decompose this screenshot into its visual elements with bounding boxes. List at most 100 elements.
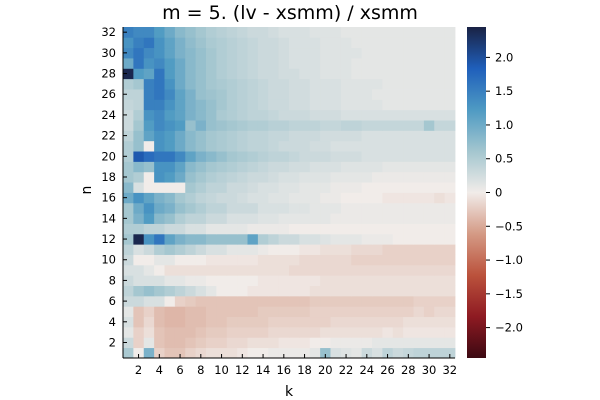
heatmap-cell	[434, 109, 446, 121]
heatmap-cell	[372, 47, 383, 59]
heatmap-cell	[123, 295, 134, 307]
heatmap-cell	[372, 337, 383, 349]
heatmap-cell	[330, 78, 342, 90]
heatmap-cell	[423, 161, 435, 173]
heatmap-cell	[216, 47, 228, 59]
heatmap-cell	[278, 233, 290, 245]
heatmap-cell	[278, 140, 290, 152]
heatmap-cell	[299, 68, 311, 80]
heatmap-cell	[195, 306, 207, 318]
heatmap-cell	[320, 223, 331, 235]
heatmap-cell	[444, 182, 456, 193]
heatmap-cell	[403, 58, 414, 69]
heatmap-cell	[216, 337, 228, 349]
heatmap-cell	[174, 213, 186, 224]
heatmap-cell	[413, 347, 425, 359]
heatmap-cell	[434, 171, 446, 183]
heatmap-cell	[123, 68, 134, 80]
heatmap-cell	[206, 264, 217, 276]
heatmap-cell	[206, 109, 217, 121]
heatmap-cell	[206, 140, 217, 152]
y-tick-label: 24	[101, 108, 116, 122]
heatmap-cell	[143, 275, 155, 286]
heatmap-cell	[143, 285, 155, 297]
heatmap-cell	[226, 130, 238, 142]
heatmap-cell	[226, 233, 238, 245]
heatmap-cell	[320, 58, 331, 69]
heatmap-cell	[382, 223, 394, 235]
heatmap-cell	[185, 275, 197, 286]
heatmap-cell	[247, 89, 259, 100]
heatmap-cell	[226, 89, 238, 100]
heatmap-cell	[154, 99, 165, 111]
y-axis-label: n	[79, 186, 95, 195]
heatmap-cell	[444, 89, 456, 100]
heatmap-cell	[382, 295, 394, 307]
heatmap-cell	[278, 58, 290, 69]
heatmap-cell	[268, 182, 280, 193]
heatmap-cell	[164, 161, 176, 173]
heatmap-cell	[278, 316, 290, 328]
heatmap-cell	[185, 47, 197, 59]
heatmap-cell	[423, 192, 435, 204]
heatmap-cell	[133, 140, 145, 152]
heatmap-cell	[361, 233, 373, 245]
heatmap-cell	[382, 182, 394, 193]
heatmap-cell	[154, 161, 165, 173]
heatmap-cell	[206, 120, 217, 131]
heatmap-cell	[289, 295, 300, 307]
heatmap-cell	[434, 202, 446, 214]
heatmap-cell	[164, 254, 176, 266]
heatmap-cell	[403, 254, 414, 266]
heatmap-cell	[216, 285, 228, 297]
heatmap-cell	[216, 109, 228, 121]
heatmap-cell	[206, 295, 217, 307]
heatmap-cell	[423, 326, 435, 338]
heatmap-cell	[216, 78, 228, 90]
heatmap-cell	[133, 275, 145, 286]
heatmap-cell	[309, 182, 321, 193]
heatmap-cell	[268, 264, 280, 276]
heatmap-cell	[289, 213, 300, 224]
heatmap-cell	[351, 244, 363, 255]
heatmap-cell	[423, 347, 435, 359]
heatmap-cell	[133, 58, 145, 69]
heatmap-cell	[340, 99, 352, 111]
heatmap-cell	[413, 192, 425, 204]
heatmap-cell	[226, 223, 238, 235]
heatmap-cell	[340, 213, 352, 224]
heatmap-cell	[320, 151, 331, 162]
heatmap-cell	[372, 151, 383, 162]
heatmap-cell	[154, 306, 165, 318]
heatmap-cell	[330, 347, 342, 359]
heatmap-cell	[206, 130, 217, 142]
heatmap-cell	[123, 337, 134, 349]
heatmap-cell	[299, 37, 311, 49]
heatmap-cell	[413, 27, 425, 38]
heatmap-cell	[309, 58, 321, 69]
heatmap-cell	[423, 306, 435, 318]
heatmap-cell	[143, 182, 155, 193]
heatmap-cell	[278, 244, 290, 255]
heatmap-cell	[237, 223, 248, 235]
heatmap-cell	[123, 326, 134, 338]
heatmap-cell	[133, 213, 145, 224]
heatmap-cell	[330, 264, 342, 276]
heatmap-cell	[268, 99, 280, 111]
x-tick-label: 18	[297, 363, 312, 377]
heatmap-cell	[289, 47, 300, 59]
heatmap-cell	[216, 58, 228, 69]
x-tick-label: 16	[276, 363, 291, 377]
heatmap-cell	[174, 316, 186, 328]
heatmap-cell	[154, 326, 165, 338]
heatmap-cell	[299, 89, 311, 100]
heatmap-cell	[237, 89, 248, 100]
heatmap-cell	[309, 161, 321, 173]
heatmap-cell	[257, 326, 269, 338]
heatmap-cell	[289, 58, 300, 69]
heatmap-cell	[320, 337, 331, 349]
heatmap-cell	[382, 37, 394, 49]
heatmap-cell	[268, 285, 280, 297]
heatmap-cell	[434, 285, 446, 297]
heatmap-cell	[330, 37, 342, 49]
